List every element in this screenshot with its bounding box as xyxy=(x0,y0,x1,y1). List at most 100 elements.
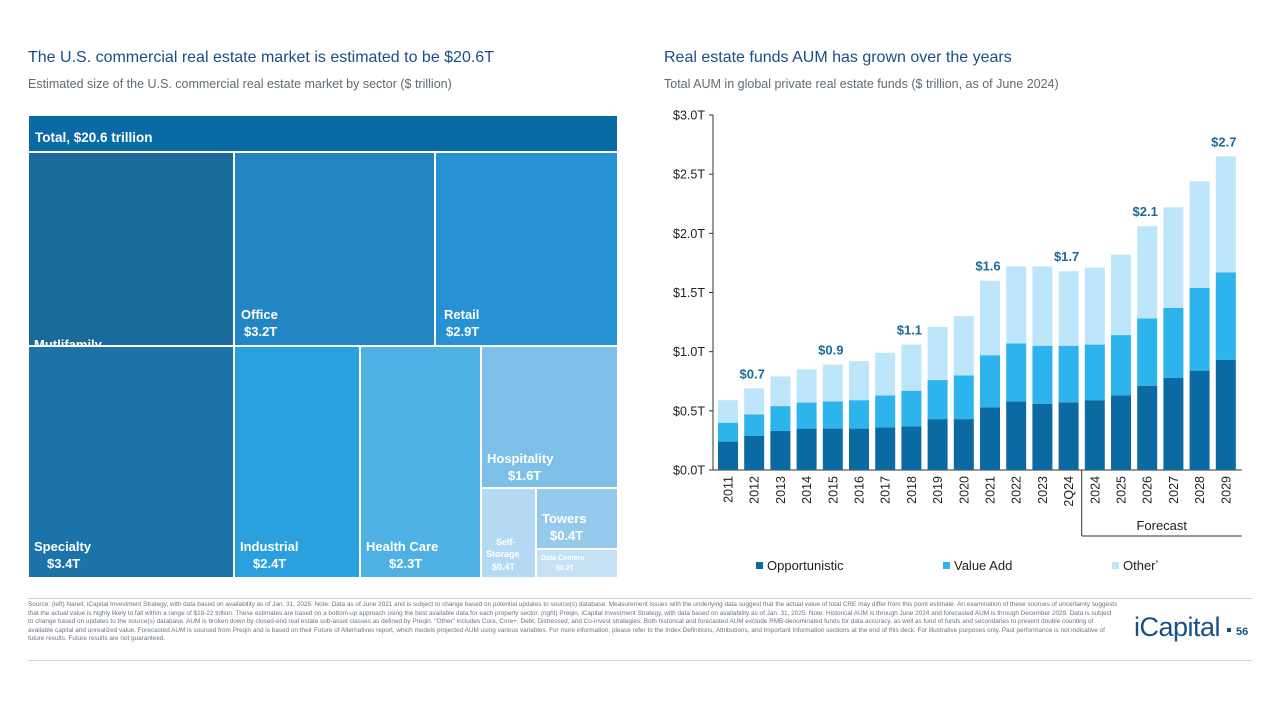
bar-segment-opportunistic-2015 xyxy=(822,428,843,470)
treemap-value-office: $3.2T xyxy=(244,324,278,339)
treemap-cell-towers: Towers $0.4T xyxy=(536,488,618,549)
bar-segment-opportunistic-2016 xyxy=(849,428,869,470)
treemap-label-data-centers: Data Centers xyxy=(541,555,585,562)
y-tick-label: $3.0T xyxy=(673,109,705,123)
legend-label-opportunistic: Opportunistic xyxy=(767,558,844,573)
bar-segment-other-2011 xyxy=(718,400,738,423)
y-tick-label: $0.0T xyxy=(673,464,705,478)
bar-segment-other-2q24 xyxy=(1058,271,1079,346)
treemap-cell-mutlifamily: Mutlifamily$3.8T xyxy=(28,152,234,346)
treemap-cell-retail: Retail $2.9T xyxy=(435,152,618,346)
bar-segment-value-add-2015 xyxy=(822,401,843,429)
treemap-value-industrial: $2.4T xyxy=(253,556,287,571)
x-tick-label: 2020 xyxy=(957,476,971,504)
treemap-cell-hospitality: Hospitality $1.6T xyxy=(481,346,618,488)
treemap-value-health-care: $2.3T xyxy=(389,556,423,571)
x-tick-label: 2011 xyxy=(722,476,736,503)
bar-segment-other-2029 xyxy=(1215,156,1236,273)
treemap-value-towers: $0.4T xyxy=(550,528,584,543)
logo-dot xyxy=(1227,628,1231,632)
x-tick-label: 2022 xyxy=(1010,476,1024,504)
treemap-value-hospitality: $1.6T xyxy=(508,468,542,483)
x-tick-label: 2015 xyxy=(826,476,840,504)
aum-stacked-bar-chart: $0.0T $0.5T $1.0T $1.5T $2.0T $2.5T $3.0T 2011 2… xyxy=(673,109,1242,573)
bar-segment-opportunistic-2027 xyxy=(1163,377,1184,470)
bar-segment-other-2020 xyxy=(953,316,974,376)
x-tick-label: 2018 xyxy=(905,476,919,504)
treemap-cell-office: Office $3.2T xyxy=(234,152,435,346)
bar-segment-other-2012 xyxy=(744,388,765,415)
y-tick-label: $2.5T xyxy=(673,168,705,182)
x-tick-label: 2027 xyxy=(1167,476,1181,504)
treemap-cell-health-care: Health Care $2.3T xyxy=(360,346,481,578)
bar-segment-other-2016 xyxy=(849,361,869,401)
bar-segment-value-add-2027 xyxy=(1163,307,1184,378)
bar-segment-opportunistic-2022 xyxy=(1006,401,1027,470)
right-chart-title: Real estate funds AUM has grown over the… xyxy=(664,49,1012,66)
y-tick-label: $0.5T xyxy=(673,404,705,418)
bar-segment-other-2023 xyxy=(1032,266,1053,346)
treemap-value-retail: $2.9T xyxy=(446,324,480,339)
bar-segment-opportunistic-2029 xyxy=(1215,359,1236,470)
total-data-label: $1.1 xyxy=(897,323,922,338)
bar-segment-opportunistic-2019 xyxy=(927,419,948,470)
bar-segment-other-2022 xyxy=(1006,266,1027,344)
bar-segment-value-add-2025 xyxy=(1111,335,1131,396)
bar-segment-other-2018 xyxy=(901,344,922,391)
bar-segment-value-add-2012 xyxy=(744,414,765,436)
treemap-value-data-centers: $0.2T xyxy=(556,565,574,572)
left-chart-title: The U.S. commercial real estate market i… xyxy=(28,49,494,66)
page-number: 56 xyxy=(1236,626,1249,638)
y-tick-label: $1.5T xyxy=(673,286,705,300)
legend-label-other: Other* xyxy=(1123,558,1159,573)
footer-divider-top xyxy=(28,598,1252,599)
bar-segment-opportunistic-2026 xyxy=(1137,385,1158,470)
bar-segment-other-2024 xyxy=(1084,267,1105,345)
x-tick-label: 2024 xyxy=(1088,476,1102,504)
bar-segment-value-add-2022 xyxy=(1006,343,1027,402)
x-tick-label: 2023 xyxy=(1036,476,1050,504)
total-data-label: $0.9 xyxy=(818,343,843,358)
x-tick-label: 2012 xyxy=(748,476,762,504)
treemap-label-retail: Retail xyxy=(444,307,480,322)
total-data-label: $1.6 xyxy=(975,259,1000,274)
legend-swatch-other xyxy=(1112,562,1119,569)
x-tick-label: 2019 xyxy=(931,476,945,504)
footer-divider-bottom xyxy=(28,660,1252,661)
bar-segment-other-2014 xyxy=(796,369,817,403)
x-tick-label: 2014 xyxy=(800,476,814,504)
treemap-label-self-storage-line2: Storage xyxy=(486,549,520,559)
x-tick-label: 2013 xyxy=(774,476,788,504)
bar-segment-other-2019 xyxy=(927,326,948,381)
bar-segment-opportunistic-2028 xyxy=(1189,370,1210,470)
bar-segment-value-add-2q24 xyxy=(1058,345,1079,403)
bar-segment-opportunistic-2014 xyxy=(796,428,817,470)
treemap-cell-total: Total, $20.6 trillion xyxy=(28,115,618,152)
treemap-label-office: Office xyxy=(241,307,278,322)
source-note: Source: (left) Nareit, iCapital Investme… xyxy=(28,601,1118,643)
bar-segment-value-add-2018 xyxy=(901,390,922,427)
total-data-label: $1.7 xyxy=(1054,249,1079,264)
y-tick-label: $2.0T xyxy=(673,227,705,241)
bar-segment-value-add-2026 xyxy=(1137,318,1158,386)
legend-swatch-value-add xyxy=(943,562,950,569)
bar-segment-value-add-2013 xyxy=(770,406,791,431)
bar-segment-opportunistic-2021 xyxy=(980,407,1000,470)
bar-segment-opportunistic-2020 xyxy=(953,419,974,470)
y-tick-label: $1.0T xyxy=(673,345,705,359)
treemap-label-multifamily: Mutlifamily xyxy=(34,337,102,346)
treemap-cell-specialty: Specialty $3.4T xyxy=(28,346,234,578)
total-data-label: $2.1 xyxy=(1133,204,1158,219)
x-tick-label: 2026 xyxy=(1141,476,1155,504)
bar-segment-value-add-2021 xyxy=(980,355,1000,408)
bar-segment-other-2028 xyxy=(1189,181,1210,288)
bar-segment-other-2017 xyxy=(875,352,896,396)
bar-segment-opportunistic-2q24 xyxy=(1058,402,1079,470)
right-chart-subtitle: Total AUM in global private real estate … xyxy=(664,77,1059,91)
bar-segment-opportunistic-2011 xyxy=(718,441,738,470)
bar-segment-value-add-2029 xyxy=(1215,272,1236,360)
total-data-label: $2.7 xyxy=(1211,134,1236,149)
bar-segment-opportunistic-2012 xyxy=(744,435,765,470)
bar-segment-value-add-2019 xyxy=(927,380,948,420)
